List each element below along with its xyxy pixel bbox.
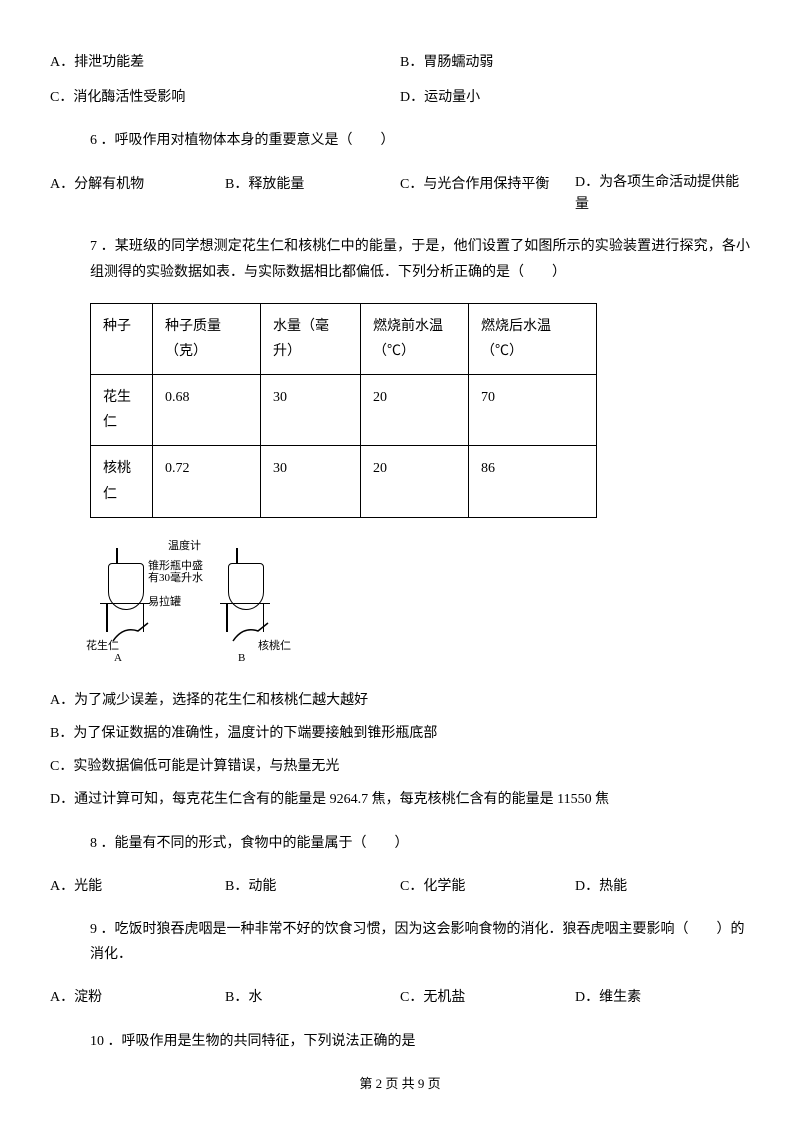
q5-option-b: B．胃肠蠕动弱	[400, 50, 750, 75]
table-header: 燃烧后水温（℃）	[469, 303, 597, 374]
q7-table: 种子 种子质量（克） 水量（毫升） 燃烧前水温（℃） 燃烧后水温（℃） 花生仁 …	[90, 303, 597, 518]
q9-stem: 9 ．吃饭时狼吞虎咽是一种非常不好的饮食习惯，因为这会影响食物的消化．狼吞虎咽主…	[90, 917, 750, 967]
q8-stem: 8 ．能量有不同的形式，食物中的能量属于（ ）	[90, 831, 750, 856]
q6-stem: 6 ．呼吸作用对植物体本身的重要意义是（ ）	[90, 128, 750, 153]
table-cell: 20	[361, 446, 469, 517]
table-cell: 30	[261, 375, 361, 446]
table-cell: 30	[261, 446, 361, 517]
diagram-label-thermo: 温度计	[168, 537, 201, 557]
q5-option-a: A．排泄功能差	[50, 50, 400, 75]
q10-stem: 10 ．呼吸作用是生物的共同特征，下列说法正确的是	[90, 1029, 750, 1054]
q7-option-d: D．通过计算可知，每克花生仁含有的能量是 9264.7 焦，每克核桃仁含有的能量…	[50, 787, 750, 812]
table-header: 水量（毫升）	[261, 303, 361, 374]
table-header: 种子	[91, 303, 153, 374]
page-footer: 第 2 页 共 9 页	[50, 1072, 750, 1095]
table-cell: 0.72	[153, 446, 261, 517]
table-header: 种子质量（克）	[153, 303, 261, 374]
q7-option-c: C．实验数据偏低可能是计算错误，与热量无光	[50, 754, 750, 779]
q6-option-c: C．与光合作用保持平衡	[400, 172, 575, 197]
diagram-label-b: B	[238, 649, 245, 669]
table-cell: 86	[469, 446, 597, 517]
q9-option-c: C．无机盐	[400, 985, 575, 1010]
q6-option-d: D．为各项生命活动提供能量	[575, 172, 750, 217]
diagram-label-flask2: 有30毫升水	[148, 569, 203, 589]
q9-option-a: A．淀粉	[50, 985, 225, 1010]
diagram-label-can: 易拉罐	[148, 593, 181, 613]
table-cell: 花生仁	[91, 375, 153, 446]
q8-option-d: D．热能	[575, 874, 750, 899]
q7-option-a: A．为了减少误差，选择的花生仁和核桃仁越大越好	[50, 688, 750, 713]
table-cell: 核桃仁	[91, 446, 153, 517]
table-cell: 20	[361, 375, 469, 446]
q7-stem: 7 ．某班级的同学想测定花生仁和核桃仁中的能量，于是，他们设置了如图所示的实验装…	[90, 234, 750, 284]
q6-option-a: A．分解有机物	[50, 172, 225, 197]
table-cell: 0.68	[153, 375, 261, 446]
q8-option-b: B．动能	[225, 874, 400, 899]
q6-option-b: B．释放能量	[225, 172, 400, 197]
q7-diagram: 温度计 锥形瓶中盛 有30毫升水 易拉罐 花生仁 A 核桃仁 B	[90, 543, 300, 663]
table-cell: 70	[469, 375, 597, 446]
q8-option-c: C．化学能	[400, 874, 575, 899]
q9-option-b: B．水	[225, 985, 400, 1010]
table-header: 燃烧前水温（℃）	[361, 303, 469, 374]
q9-option-d: D．维生素	[575, 985, 750, 1010]
diagram-label-b-seed: 核桃仁	[258, 637, 291, 657]
q8-option-a: A．光能	[50, 874, 225, 899]
q5-option-c: C．消化酶活性受影响	[50, 85, 400, 110]
q5-option-d: D．运动量小	[400, 85, 750, 110]
diagram-label-a: A	[114, 649, 122, 669]
q7-option-b: B．为了保证数据的准确性，温度计的下端要接触到锥形瓶底部	[50, 721, 750, 746]
